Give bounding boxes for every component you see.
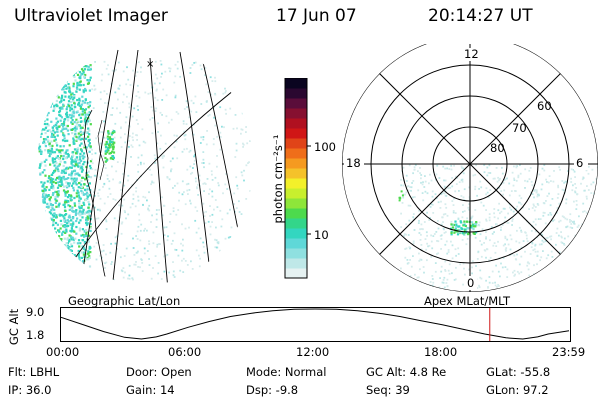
mlt-label-12: 12 [464,47,479,61]
colorbar-tick-100: 100 [314,140,336,154]
polar-emission-dots [398,164,598,292]
colorbar-cell [285,118,307,129]
altitude-curve [60,308,570,340]
colorbar-cell [285,178,307,189]
altitude-xtick-2: 12:00 [296,345,330,359]
colorbar-cell [285,268,307,279]
colorbar-cell [285,218,307,229]
coastline [83,109,109,285]
colorbar-cells [285,78,307,279]
status-seq: Seq: 39 [366,383,410,397]
colorbar-cell [285,98,307,109]
colorbar-cell [285,248,307,259]
colorbar-cell [285,148,307,159]
altitude-plot-frame [60,307,571,342]
altitude-xtick-3: 18:00 [424,345,458,359]
polar-mlat-mlt-panel: 12 18 6 0 60 70 80 [342,44,598,292]
mlt-label-0: 0 [467,276,474,290]
altitude-xtick-4: 23:59 [552,345,586,359]
altitude-plot [60,307,571,342]
colorbar-cell [285,228,307,239]
status-mode: Mode: Normal [246,365,327,379]
time-label: 20:14:27 UT [428,6,533,26]
colorbar-cell [285,158,307,169]
altitude-ytick-high: 9.0 [26,305,45,319]
coastline [97,119,105,181]
date-label: 17 Jun 07 [276,6,357,26]
colorbar-tick-10: 10 [314,228,329,242]
colorbar-cell [285,128,307,139]
mlat-label-80: 80 [490,141,505,155]
meridian-line [149,57,169,285]
altitude-ytick-low: 1.8 [26,328,45,342]
colorbar-cell [285,78,307,89]
status-gc-alt: GC Alt: 4.8 Re [366,365,447,379]
colorbar-unit-label: photon cm⁻²s⁻¹ [271,134,285,224]
polar-panel-caption: Apex MLat/MLT [424,294,511,308]
status-flt: Flt: LBHL [8,365,60,379]
status-dsp: Dsp: -9.8 [246,383,299,397]
colorbar-cell [285,238,307,249]
colorbar-cell [285,88,307,99]
pole-marker: × [146,59,154,70]
status-glat: GLat: -55.8 [486,365,551,379]
colorbar-cell [285,138,307,149]
instrument-title: Ultraviolet Imager [14,6,168,26]
meridian-line [111,49,139,285]
color-scale-bar [284,78,311,279]
altitude-ylabel: GC Alt [7,308,21,346]
meridian-line [79,49,119,285]
mlt-label-18: 18 [346,156,361,170]
colorbar-cell [285,188,307,199]
geographic-image-panel: × [37,45,253,285]
mlt-label-6: 6 [576,156,583,170]
altitude-xtick-0: 00:00 [46,345,80,359]
mlt-diagonal [378,72,562,256]
status-door: Door: Open [126,365,192,379]
meridian-line [179,51,213,285]
geo-panel-caption: Geographic Lat/Lon [68,294,181,308]
colorbar-cell [285,258,307,269]
status-ip: IP: 36.0 [8,383,52,397]
colorbar-cell [285,168,307,179]
colorbar-cell [285,208,307,219]
geo-image-area [37,45,253,285]
latitude-line [59,69,253,281]
status-glon: GLon: 97.2 [486,383,549,397]
colorbar-cell [285,108,307,119]
mlat-label-70: 70 [512,121,527,135]
altitude-xtick-1: 06:00 [168,345,202,359]
mlat-label-60: 60 [537,99,552,113]
colorbar-cell [285,198,307,209]
status-gain: Gain: 14 [126,383,175,397]
